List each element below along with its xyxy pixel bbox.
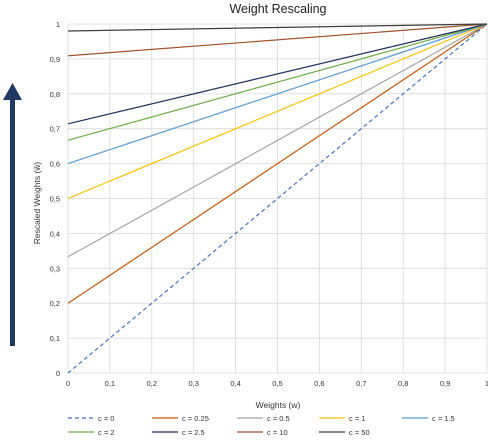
series-line <box>67 23 488 125</box>
x-tick-label: 0,6 <box>314 379 324 388</box>
x-tick-label: 0 <box>66 379 70 388</box>
series-line <box>67 23 488 141</box>
series-line <box>67 23 488 165</box>
y-tick-label: 0,6 <box>50 160 60 169</box>
tick-labels: 0 0,1 0,2 0,3 0,4 0,5 0,6 0,7 0,8 0,9 1 0 0,1 0,2 0,3 0… <box>50 20 488 388</box>
x-tick-label: 0,9 <box>440 379 450 388</box>
up-arrow-icon <box>3 83 22 346</box>
series-lines <box>67 23 488 374</box>
x-tick-label: 0,3 <box>188 379 198 388</box>
legend-label: c = 0 <box>98 414 114 423</box>
y-tick-label: 0,9 <box>50 55 60 64</box>
legend-label: c = 10 <box>267 428 288 437</box>
x-tick-label: 0,2 <box>147 379 157 388</box>
x-tick-label: 0,7 <box>356 379 366 388</box>
x-tick-label: 0,8 <box>398 379 408 388</box>
legend-label: c = 1 <box>349 414 365 423</box>
chart-title: Weight Rescaling <box>229 2 326 16</box>
series-line <box>67 23 488 57</box>
legend-label: c = 2.5 <box>182 428 205 437</box>
x-tick-label: 0,5 <box>272 379 282 388</box>
series-line <box>67 23 488 32</box>
y-tick-label: 0,1 <box>50 334 60 343</box>
x-tick-label: 1 <box>485 379 488 388</box>
x-tick-label: 0,1 <box>105 379 115 388</box>
y-tick-label: 0,2 <box>50 299 60 308</box>
legend: c = 0 c = 0.25 c = 0.5 c = 1 c = 1.5 c = 2 c =… <box>68 414 455 437</box>
y-tick-label: 0,3 <box>50 264 60 273</box>
legend-label: c = 1.5 <box>432 414 455 423</box>
series-line <box>67 23 488 304</box>
series-line <box>67 23 488 200</box>
y-tick-label: 1 <box>56 20 60 29</box>
y-tick-label: 0,4 <box>50 229 60 238</box>
y-tick-label: 0,8 <box>50 90 60 99</box>
legend-label: c = 0.25 <box>182 414 209 423</box>
x-tick-label: 0,4 <box>230 379 240 388</box>
legend-label: c = 0.5 <box>267 414 290 423</box>
series-line <box>67 23 488 258</box>
legend-label: c = 50 <box>349 428 370 437</box>
y-axis-title: Rescaled Weights (ŵ) <box>32 162 42 245</box>
x-axis-title: Weights (w) <box>256 400 301 410</box>
y-tick-label: 0,5 <box>50 195 60 204</box>
legend-label: c = 2 <box>98 428 114 437</box>
y-tick-label: 0 <box>56 369 60 378</box>
y-tick-label: 0,7 <box>50 125 60 134</box>
